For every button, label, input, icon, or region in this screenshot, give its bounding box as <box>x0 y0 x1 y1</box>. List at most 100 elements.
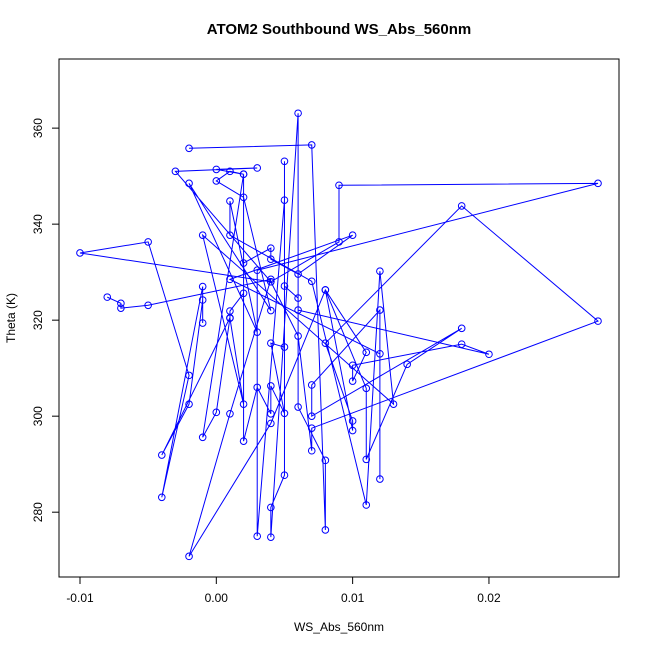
data-point <box>267 533 275 541</box>
data-point <box>307 424 316 432</box>
data-point <box>376 475 384 483</box>
data-point <box>239 400 248 408</box>
data-point <box>362 501 371 509</box>
data-point <box>294 270 302 278</box>
data-point <box>280 409 289 418</box>
data-line <box>79 113 599 557</box>
data-point <box>212 165 221 174</box>
data-point <box>198 296 207 304</box>
data-point <box>457 340 466 348</box>
data-point <box>117 304 125 312</box>
data-point <box>144 301 152 310</box>
data-point <box>594 317 602 325</box>
data-point <box>253 328 262 336</box>
data-point <box>321 339 330 348</box>
data-point <box>185 144 193 153</box>
data-point <box>171 167 180 176</box>
data-point <box>226 313 234 322</box>
data-point <box>280 282 289 290</box>
data-point <box>253 532 262 540</box>
data-point <box>280 196 289 204</box>
data-point <box>376 267 384 275</box>
x-tick-label: 0.02 <box>477 591 501 605</box>
data-point <box>335 238 343 246</box>
data-point <box>280 157 289 166</box>
data-point <box>198 231 207 239</box>
y-tick-label: 280 <box>31 502 45 522</box>
data-point <box>267 275 275 284</box>
data-point <box>321 286 330 294</box>
data-point <box>267 255 275 263</box>
data-point <box>267 306 275 315</box>
data-point <box>294 109 302 118</box>
data-point <box>226 231 234 239</box>
data-point <box>239 289 248 298</box>
data-point <box>362 455 371 464</box>
data-point <box>226 409 234 418</box>
y-tick-label: 340 <box>31 214 45 234</box>
chart-title: ATOM2 Southbound WS_Abs_560nm <box>207 21 471 38</box>
plot-frame <box>58 58 620 578</box>
data-point <box>594 179 602 188</box>
data-point <box>280 343 289 351</box>
data-point <box>376 349 384 358</box>
data-point <box>307 446 316 455</box>
data-point <box>362 348 371 357</box>
data-point <box>267 277 275 286</box>
data-point <box>389 400 398 408</box>
data-point <box>321 526 330 534</box>
data-point <box>185 179 193 188</box>
data-point <box>185 400 193 408</box>
y-axis-label: Theta (K) <box>4 293 18 343</box>
data-point <box>485 350 493 359</box>
data-point <box>348 426 357 435</box>
x-tick-label: 0.01 <box>341 591 365 605</box>
data-point <box>117 299 125 308</box>
data-point <box>294 403 302 411</box>
data-point <box>362 384 371 393</box>
data-point <box>307 277 316 286</box>
data-point <box>307 381 316 389</box>
x-tick-label: 0.00 <box>205 591 229 605</box>
data-point <box>185 552 193 561</box>
data-point <box>157 493 166 502</box>
data-point <box>198 319 207 327</box>
data-point <box>267 382 275 390</box>
data-point <box>239 193 248 202</box>
data-point <box>294 306 302 314</box>
data-point <box>267 339 275 348</box>
data-point <box>253 383 262 392</box>
data-point <box>457 202 466 210</box>
data-point <box>348 231 357 239</box>
data-point <box>403 360 411 369</box>
data-point <box>226 197 234 205</box>
data-point <box>457 324 466 333</box>
data-point <box>294 332 302 340</box>
data-point <box>253 164 262 172</box>
data-point <box>239 259 248 267</box>
data-point <box>376 306 384 314</box>
data-point <box>226 275 234 284</box>
x-tick-label: -0.01 <box>66 591 94 605</box>
data-point <box>76 249 84 257</box>
data-point <box>103 293 112 301</box>
data-point <box>294 294 302 302</box>
data-point <box>267 244 275 252</box>
data-point <box>307 141 316 149</box>
data-point <box>226 167 234 176</box>
data-point <box>198 433 207 442</box>
data-point <box>212 408 221 417</box>
data-point <box>267 409 275 418</box>
data-point <box>253 266 262 275</box>
data-point <box>348 361 357 370</box>
data-point <box>280 471 289 480</box>
data-point <box>335 181 343 190</box>
data-point <box>267 419 275 428</box>
data-point <box>239 170 248 179</box>
data-point <box>348 377 357 385</box>
data-point <box>348 417 357 425</box>
data-point <box>321 456 330 465</box>
data-point <box>212 177 221 185</box>
data-point <box>157 451 166 459</box>
